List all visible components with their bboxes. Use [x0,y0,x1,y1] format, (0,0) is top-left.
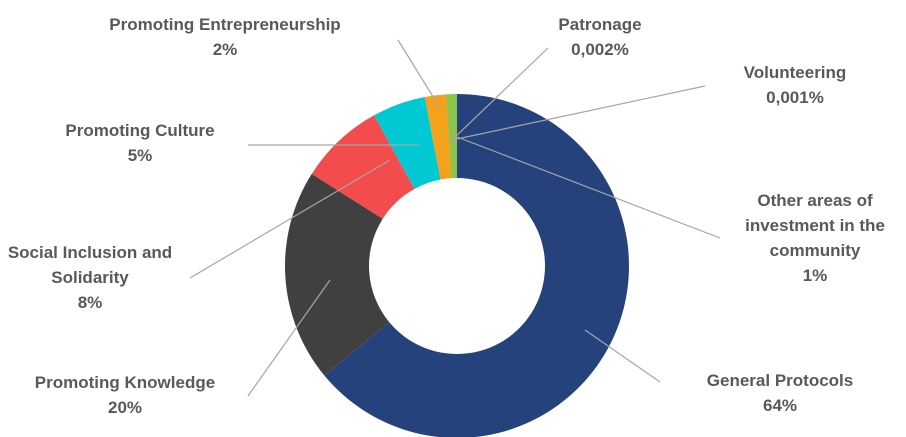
slice-label: Volunteering 0,001% [720,60,870,110]
leader-line [451,85,706,141]
donut-slice [285,173,390,376]
slice-name: Promoting Culture [65,121,215,140]
slice-name: Other areas of investment in the communi… [745,191,885,260]
slice-value: 8% [77,293,103,312]
slice-label: Promoting Knowledge 20% [10,370,240,420]
slice-name: Promoting Entrepreneurship [109,15,341,34]
leader-line [584,329,661,383]
slice-value: 0,002% [571,40,629,59]
slice-label: Social Inclusion and Solidarity 8% [0,240,180,315]
donut-slice [374,97,441,189]
slice-label: Promoting Entrepreneurship 2% [75,12,375,62]
leader-line [397,39,441,109]
slice-value: 20% [107,398,143,417]
slice-label: Promoting Culture 5% [40,118,240,168]
leader-line [189,159,391,279]
donut-slice [311,115,415,219]
slice-label: Other areas of investment in the communi… [725,188,905,288]
slice-value: 0,001% [766,88,824,107]
slice-label: General Protocols 64% [690,368,870,418]
donut-slice [424,94,452,180]
slice-name: Social Inclusion and Solidarity [7,243,173,287]
slice-value: 2% [212,40,238,59]
slice-label: Patronage 0,002% [530,12,670,62]
leader-line [247,279,331,397]
slice-value: 5% [127,146,153,165]
donut-slice [324,94,629,437]
slice-name: Patronage [558,15,642,34]
donut-slice [446,94,457,179]
leader-line [451,134,721,239]
slice-name: Volunteering [743,63,847,82]
slice-value: 1% [802,266,828,285]
slice-name: Promoting Knowledge [34,373,216,392]
slice-value: 64% [762,396,798,415]
slice-name: General Protocols [706,371,854,390]
leader-line [451,47,549,141]
